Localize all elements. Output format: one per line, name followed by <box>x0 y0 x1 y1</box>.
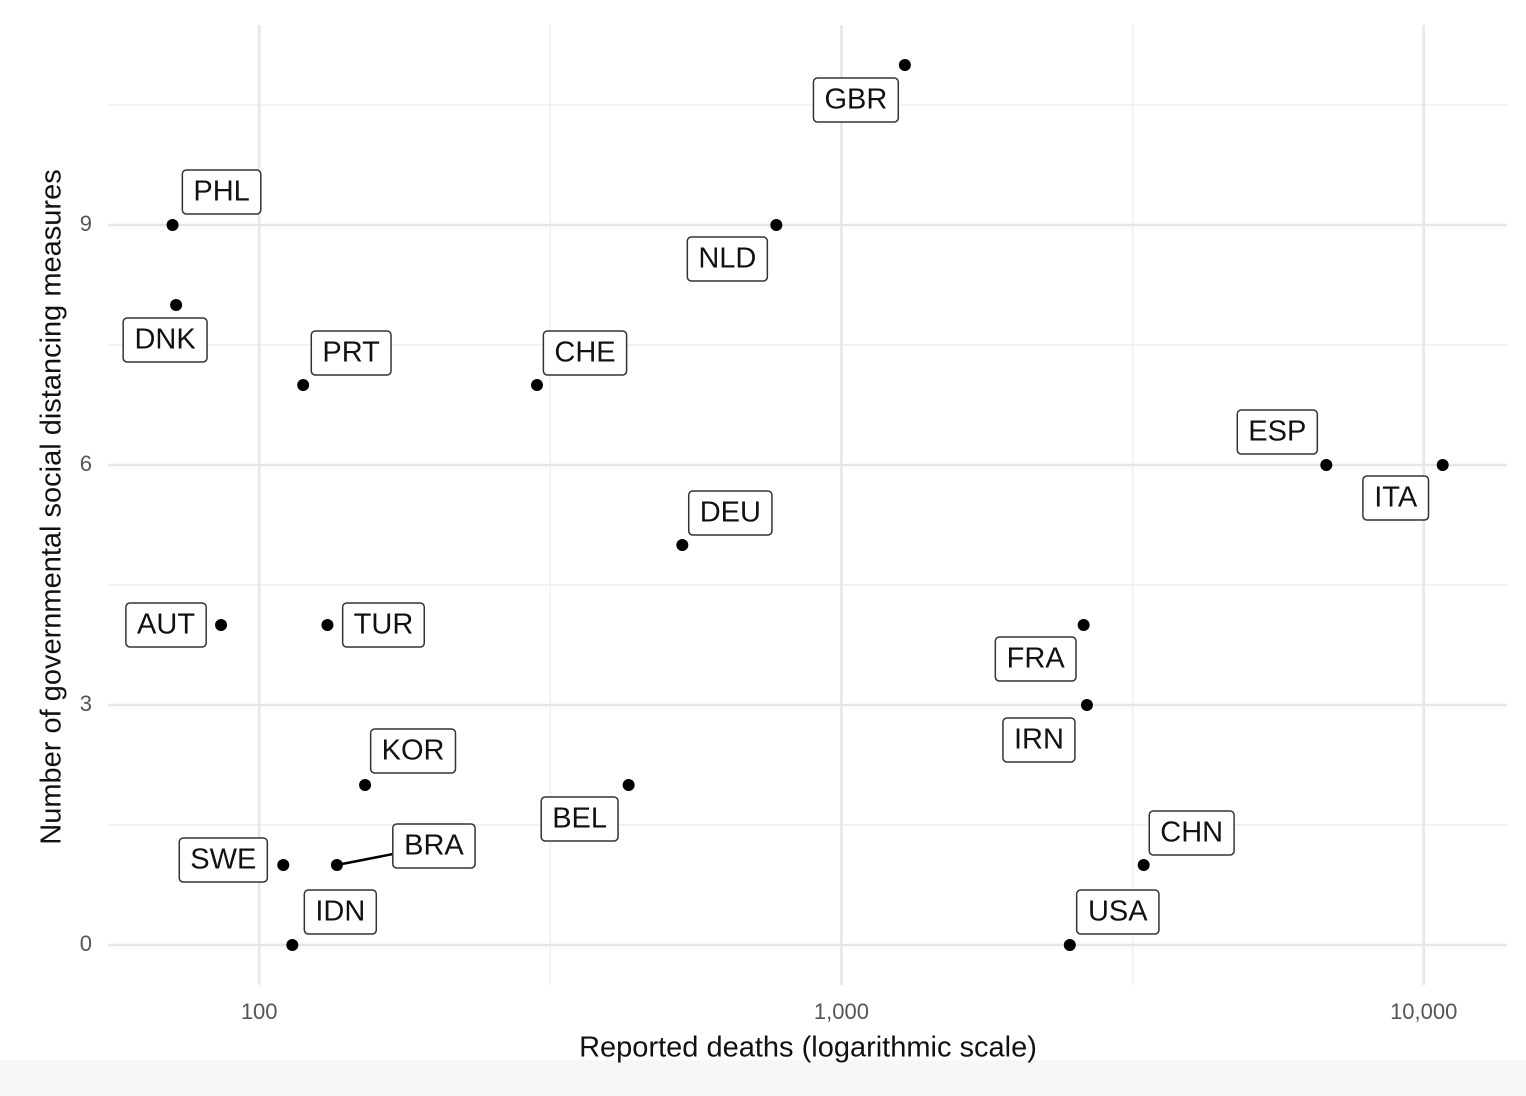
point <box>330 859 343 871</box>
point <box>1063 939 1076 951</box>
point-label: KOR <box>369 728 457 774</box>
point-label-text: CHE <box>554 337 615 369</box>
point-label-text: GBR <box>824 84 887 116</box>
x-axis-title: Reported deaths (logarithmic scale) <box>579 1032 1037 1064</box>
point-label: BEL <box>540 796 619 842</box>
label-box <box>1362 475 1430 521</box>
point-label: DNK <box>122 317 208 363</box>
x-tick-label: 10,000 <box>1390 999 1457 1024</box>
point <box>1080 699 1093 711</box>
point-label-text: CHN <box>1160 817 1223 849</box>
point-label: USA <box>1075 889 1160 935</box>
point-label: DEU <box>687 490 773 536</box>
label-box <box>369 728 457 774</box>
point-label-text: ITA <box>1374 482 1418 514</box>
point-label-text: SWE <box>190 844 256 876</box>
point <box>530 379 543 391</box>
point <box>676 539 689 551</box>
point-label: AUT <box>125 602 207 648</box>
point <box>321 619 334 631</box>
point-label-text: ESP <box>1248 416 1306 448</box>
point <box>215 619 228 631</box>
label-box <box>392 823 476 869</box>
label-box <box>994 636 1077 682</box>
point-label-text: BRA <box>404 830 464 862</box>
y-tick-label: 9 <box>80 211 92 236</box>
point-label-text: IRN <box>1014 724 1064 756</box>
point-label-text: BEL <box>552 803 607 835</box>
point-label: NLD <box>686 236 769 282</box>
point <box>1320 459 1333 471</box>
point <box>359 779 372 791</box>
marks: PHL DNK PRT CHE GBR NLD ESP ITA DEU AUT TUR FRA IRN K… <box>122 59 1449 951</box>
label-box <box>341 602 426 648</box>
point-label: PHL <box>181 169 262 215</box>
label-box <box>310 330 392 376</box>
point <box>166 219 179 231</box>
point-label: IDN <box>303 889 378 935</box>
point <box>277 859 290 871</box>
point-label: TUR <box>341 602 426 648</box>
point <box>286 939 299 951</box>
point <box>1137 859 1150 871</box>
point-label: GBR <box>812 77 900 123</box>
point-label: BRA <box>336 823 476 869</box>
label-box <box>542 330 628 376</box>
y-tick-label: 3 <box>80 691 92 716</box>
point-label: ITA <box>1362 475 1430 521</box>
point <box>622 779 635 791</box>
point <box>1436 459 1449 471</box>
label-box <box>181 169 262 215</box>
point-label-text: IDN <box>315 896 365 928</box>
label-box <box>540 796 619 842</box>
y-tick-label: 0 <box>80 931 92 956</box>
point-label-text: USA <box>1088 896 1148 928</box>
label-box <box>178 837 269 883</box>
point-label-text: FRA <box>1007 643 1066 675</box>
point-label-text: TUR <box>354 609 414 641</box>
label-box <box>687 490 773 536</box>
label-box <box>1075 889 1160 935</box>
point <box>1077 619 1090 631</box>
footer-strip <box>0 1060 1526 1096</box>
point-label-text: DEU <box>700 497 761 529</box>
label-box <box>125 602 207 648</box>
x-tick-label: 1,000 <box>814 999 869 1024</box>
point-label: PRT <box>310 330 392 376</box>
point <box>898 59 911 71</box>
point-label-text: PRT <box>322 337 380 369</box>
label-box <box>122 317 208 363</box>
point-label: ESP <box>1236 409 1319 455</box>
x-tick-label: 100 <box>241 999 278 1024</box>
point-label-text: PHL <box>193 176 249 208</box>
point-label: CHN <box>1148 810 1235 856</box>
point-label: FRA <box>994 636 1077 682</box>
label-box <box>812 77 900 123</box>
label-box <box>303 889 378 935</box>
point-label-text: KOR <box>382 735 445 767</box>
point-label: IRN <box>1002 717 1076 763</box>
point-label: CHE <box>542 330 628 376</box>
y-tick-label: 6 <box>80 451 92 476</box>
point-label-text: AUT <box>137 609 195 641</box>
label-box <box>1236 409 1319 455</box>
label-box <box>1002 717 1076 763</box>
point-label-text: NLD <box>698 243 756 275</box>
point <box>770 219 783 231</box>
grid <box>108 25 1507 985</box>
label-box <box>1148 810 1235 856</box>
label-box <box>686 236 769 282</box>
point-label: SWE <box>178 837 269 883</box>
y-axis-title: Number of governmental social distancing… <box>36 169 68 844</box>
point-label-text: DNK <box>134 324 196 356</box>
point <box>170 299 183 311</box>
point <box>297 379 310 391</box>
